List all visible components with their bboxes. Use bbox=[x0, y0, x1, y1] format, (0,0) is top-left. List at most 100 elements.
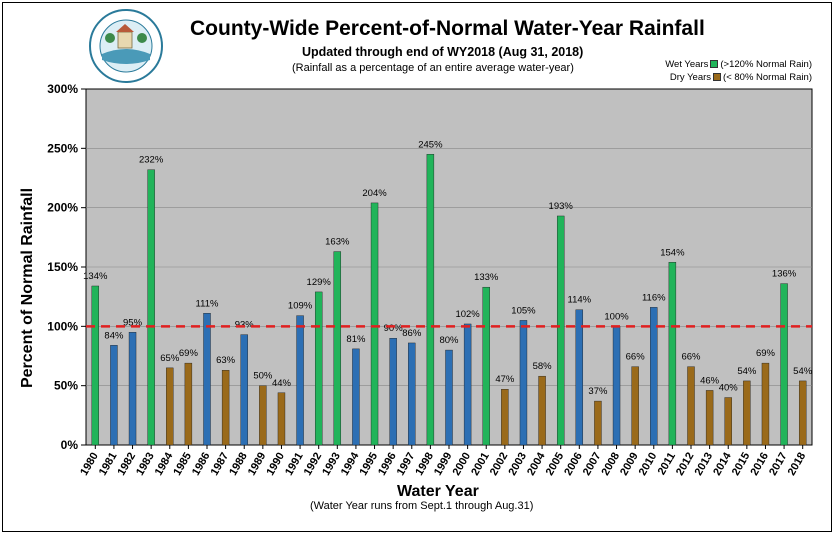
x-tick-label-1993: 1993 bbox=[320, 451, 343, 478]
data-label-2002: 47% bbox=[495, 374, 515, 385]
bar-1983 bbox=[147, 169, 155, 446]
data-label-1999: 80% bbox=[439, 335, 459, 346]
x-tick-label-2000: 2000 bbox=[451, 451, 474, 478]
bar-2014 bbox=[724, 397, 732, 446]
x-tick-label-1980: 1980 bbox=[78, 451, 101, 478]
bar-1986 bbox=[203, 313, 211, 446]
bar-1984 bbox=[166, 367, 174, 446]
x-tick-label-2009: 2009 bbox=[618, 451, 641, 478]
data-label-2010: 116% bbox=[642, 292, 666, 303]
x-tick-label-1982: 1982 bbox=[116, 451, 139, 478]
x-tick-label-1997: 1997 bbox=[395, 451, 418, 478]
x-axis-label: Water Year bbox=[397, 483, 479, 500]
data-label-1998: 245% bbox=[418, 139, 443, 150]
y-tick-label: 300% bbox=[47, 82, 78, 96]
legend-dry-swatch bbox=[713, 73, 722, 81]
y-tick-label: 50% bbox=[54, 379, 78, 393]
data-label-2013: 46% bbox=[700, 375, 720, 386]
bar-1990 bbox=[277, 392, 286, 446]
legend-wet-name: Wet Years bbox=[665, 59, 709, 70]
bar-2013 bbox=[705, 390, 714, 446]
x-tick-label-1981: 1981 bbox=[97, 451, 120, 478]
data-label-2001: 133% bbox=[474, 272, 499, 283]
x-axis-note: (Water Year runs from Sept.1 through Aug… bbox=[310, 500, 534, 512]
bar-2008 bbox=[612, 326, 621, 446]
data-label-1990: 44% bbox=[272, 378, 292, 389]
y-tick-label: 150% bbox=[47, 260, 78, 274]
chart-note: (Rainfall as a percentage of an entire a… bbox=[292, 62, 574, 74]
bar-2000 bbox=[463, 323, 472, 446]
bar-1981 bbox=[110, 345, 118, 446]
data-label-2015: 54% bbox=[737, 366, 757, 377]
x-tick-label-2002: 2002 bbox=[488, 451, 511, 478]
x-tick-label-2015: 2015 bbox=[730, 451, 753, 478]
x-tick-label-2013: 2013 bbox=[693, 451, 716, 478]
data-label-1995: 204% bbox=[362, 188, 387, 199]
bar-1988 bbox=[240, 334, 248, 446]
legend-wet-swatch bbox=[710, 60, 719, 68]
data-label-2011: 154% bbox=[660, 247, 685, 258]
bar-2017 bbox=[780, 283, 788, 446]
data-label-1989: 50% bbox=[253, 371, 273, 382]
data-label-2005: 193% bbox=[549, 201, 574, 212]
data-label-1983: 232% bbox=[139, 155, 164, 166]
data-label-2006: 114% bbox=[568, 295, 592, 306]
bar-2004 bbox=[538, 375, 546, 446]
data-label-2012: 66% bbox=[681, 352, 701, 363]
legend-wet-desc: (>120% Normal Rain) bbox=[720, 59, 812, 70]
legend-wet-years: Wet Years (>120% Normal Rain) bbox=[665, 59, 812, 70]
x-tick-label-2006: 2006 bbox=[562, 451, 585, 478]
data-label-1985: 69% bbox=[179, 348, 199, 359]
x-tick-label-1986: 1986 bbox=[190, 451, 213, 478]
bar-2018 bbox=[798, 380, 807, 446]
bar-1980 bbox=[91, 285, 100, 446]
data-label-2009: 66% bbox=[626, 352, 646, 363]
data-label-2008: 100% bbox=[604, 311, 629, 322]
y-tick-label: 250% bbox=[47, 141, 78, 155]
data-label-2004: 58% bbox=[533, 361, 553, 372]
data-label-1986: 111% bbox=[196, 298, 219, 309]
bar-1996 bbox=[389, 338, 397, 446]
x-tick-label-1991: 1991 bbox=[283, 451, 306, 478]
data-label-1980: 134% bbox=[83, 271, 108, 282]
x-tick-label-2008: 2008 bbox=[600, 451, 623, 478]
y-tick-label: 100% bbox=[47, 319, 78, 333]
bar-2006 bbox=[575, 309, 584, 446]
bar-2016 bbox=[761, 362, 770, 446]
data-label-2016: 69% bbox=[756, 348, 776, 359]
bar-1982 bbox=[128, 332, 137, 446]
data-label-1993: 163% bbox=[325, 237, 350, 248]
bar-2001 bbox=[482, 286, 490, 446]
legend-dry-desc: (< 80% Normal Rain) bbox=[723, 72, 812, 83]
x-tick-label-1987: 1987 bbox=[209, 451, 232, 478]
bar-2002 bbox=[501, 389, 509, 446]
data-label-2017: 136% bbox=[772, 269, 797, 280]
chart-subtitle: Updated through end of WY2018 (Aug 31, 2… bbox=[302, 45, 584, 59]
x-tick-label-1995: 1995 bbox=[358, 451, 381, 478]
x-tick-label-1999: 1999 bbox=[432, 451, 455, 478]
chart-title: County-Wide Percent-of-Normal Water-Year… bbox=[190, 17, 705, 40]
y-tick-label: 0% bbox=[61, 438, 79, 452]
x-tick-label-1992: 1992 bbox=[302, 451, 325, 478]
data-label-1987: 63% bbox=[216, 355, 236, 366]
bar-2012 bbox=[687, 366, 695, 446]
data-label-2000: 102% bbox=[455, 309, 480, 320]
data-label-2003: 105% bbox=[511, 305, 536, 316]
x-tick-label-2005: 2005 bbox=[544, 451, 567, 478]
data-label-1994: 81% bbox=[346, 334, 366, 345]
county-seal-logo bbox=[89, 9, 163, 83]
x-tick-label-2010: 2010 bbox=[637, 451, 660, 478]
bar-1999 bbox=[445, 349, 453, 446]
x-tick-label-1988: 1988 bbox=[227, 451, 250, 478]
x-tick-label-2003: 2003 bbox=[506, 451, 529, 478]
data-label-2018: 54% bbox=[793, 366, 813, 377]
bar-1995 bbox=[370, 202, 379, 446]
bar-2015 bbox=[743, 380, 751, 446]
x-tick-label-2014: 2014 bbox=[711, 450, 734, 478]
bar-2003 bbox=[519, 320, 528, 446]
bar-2007 bbox=[594, 400, 602, 446]
x-tick-label-1983: 1983 bbox=[134, 451, 157, 478]
bar-2009 bbox=[631, 366, 639, 446]
data-label-1984: 65% bbox=[160, 353, 180, 364]
